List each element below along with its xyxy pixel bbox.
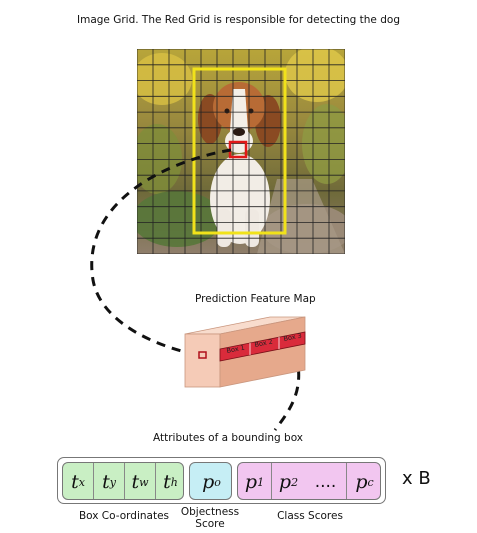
box-3-label: Box 3 xyxy=(283,332,302,343)
attribute-vector-frame xyxy=(57,457,386,504)
class-scores-label: Class Scores xyxy=(277,510,343,522)
box-strip xyxy=(219,331,306,362)
dog-image-grid xyxy=(132,46,352,255)
ellipsis-cell: .... xyxy=(314,472,337,492)
dashed-connector-upper xyxy=(90,148,232,357)
objectness-label-line2: Score xyxy=(195,518,225,530)
box-coordinates-label: Box Co-ordinates xyxy=(78,510,170,522)
box-1-label: Box 1 xyxy=(226,344,245,355)
feature-map-title: Prediction Feature Map xyxy=(195,293,316,305)
attributes-title: Attributes of a bounding box xyxy=(153,432,304,444)
box-count-multiplier: x B xyxy=(402,468,431,489)
feature-map-block: Box 1 Box 2 Box 3 xyxy=(184,316,306,388)
dog-bounding-box xyxy=(192,67,287,235)
objectness-label-line1: Objectness xyxy=(180,506,240,518)
image-grid-caption: Image Grid. The Red Grid is responsible … xyxy=(77,14,400,26)
feature-map-cell xyxy=(198,351,207,359)
box-2-label: Box 2 xyxy=(254,338,273,349)
dog-photo-illustration xyxy=(132,46,352,255)
grid-lines xyxy=(136,48,346,255)
